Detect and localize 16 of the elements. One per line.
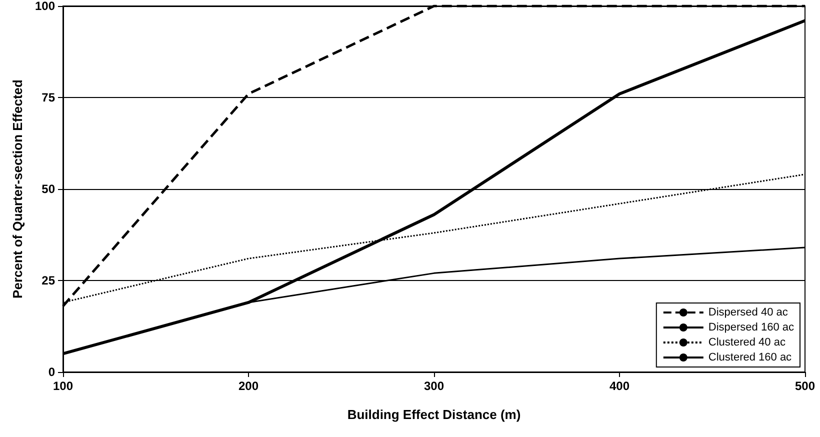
x-axis-title: Building Effect Distance (m)	[347, 407, 521, 422]
y-tick-label: 100	[34, 0, 56, 13]
y-tick-label: 25	[42, 274, 56, 288]
legend-label: Dispersed 160 ac	[708, 322, 794, 334]
x-tick-label: 200	[238, 379, 259, 393]
y-axis-title: Percent of Quarter-section Effected	[10, 80, 26, 298]
legend-label: Dispersed 40 ac	[708, 306, 788, 318]
x-tick-label: 400	[609, 379, 630, 393]
x-tick-label: 100	[52, 379, 74, 393]
legend-label: Clustered 40 ac	[708, 336, 786, 348]
y-tick-label: 75	[42, 90, 56, 104]
x-tick-label: 300	[424, 379, 444, 393]
legend-label: Clustered 160 ac	[708, 352, 792, 364]
y-tick-label: 0	[48, 365, 56, 379]
y-tick-label: 50	[42, 182, 56, 196]
x-tick-label: 500	[794, 379, 816, 393]
